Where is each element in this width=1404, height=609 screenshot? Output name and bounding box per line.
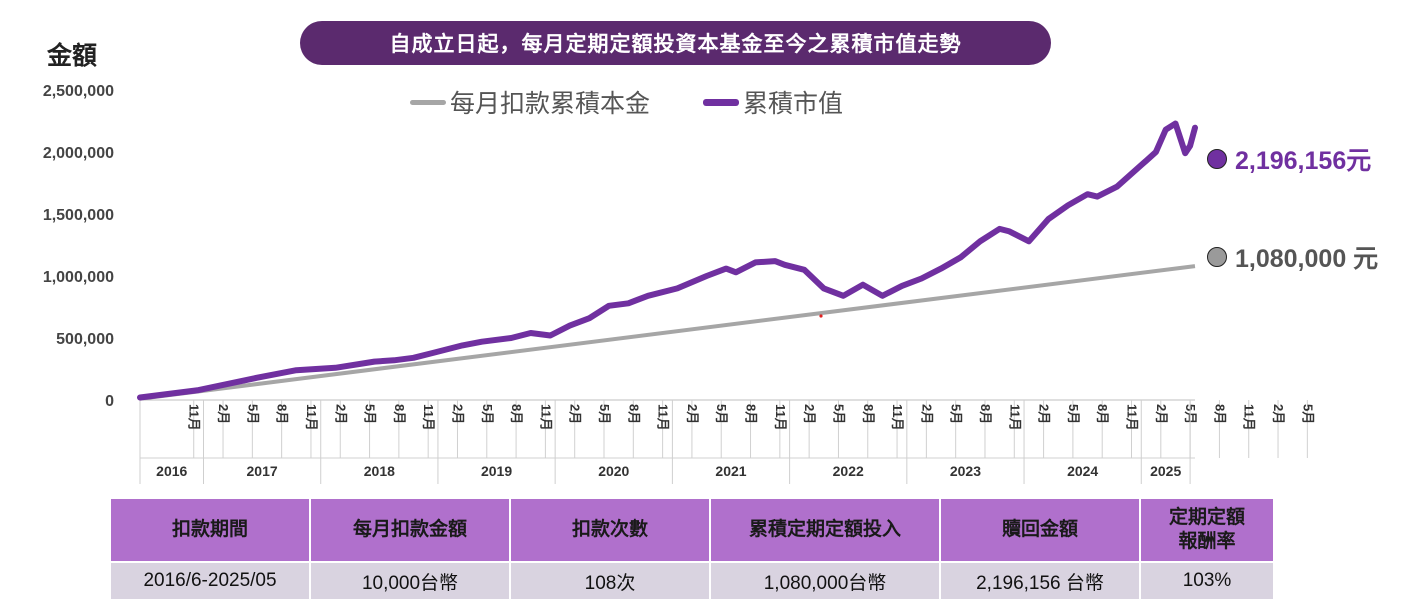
x-month-tick-label: 5月 (714, 404, 729, 424)
header-period: 扣款期間 (109, 497, 311, 563)
x-year-label: 2021 (715, 463, 746, 479)
y-axis-ticks: 0 500,000 1,000,000 1,500,000 2,000,000 2,500… (43, 83, 114, 410)
x-month-tick-label: 11月 (304, 404, 319, 431)
x-month-tick-label: 2月 (919, 404, 934, 424)
x-month-tick-label: 2月 (333, 404, 348, 424)
principal-end-dot-icon (1207, 247, 1227, 267)
market-end-label: 2,196,156元 (1207, 141, 1371, 177)
x-month-tick-label: 5月 (949, 404, 964, 424)
y-tick-label: 500,000 (56, 331, 114, 348)
x-month-tick-label: 5月 (363, 404, 378, 424)
y-tick-label: 1,000,000 (43, 269, 114, 286)
legend-principal-label: 每月扣款累積本金 (450, 90, 651, 118)
x-month-tick-label: 5月 (480, 404, 495, 424)
y-tick-label: 2,500,000 (43, 83, 114, 100)
header-return-rate: 定期定額 報酬率 (1139, 497, 1275, 563)
red-marker-dot (819, 314, 823, 318)
x-month-tick-label: 8月 (744, 404, 759, 424)
x-year-label: 2020 (598, 463, 629, 479)
x-month-tick-label: 5月 (1300, 404, 1315, 424)
x-month-tick-label: 2月 (1037, 404, 1052, 424)
x-month-tick-label: 5月 (1066, 404, 1081, 424)
legend-principal-swatch (410, 99, 446, 105)
principal-end-value: 1,080,000 元 (1235, 245, 1379, 273)
x-year-label: 2023 (950, 463, 981, 479)
x-month-tick-label: 8月 (1212, 404, 1227, 424)
x-month-tick-label: 5月 (245, 404, 260, 424)
cell-period: 2016/6-2025/05 (109, 561, 311, 601)
market-value-series-line (137, 120, 1198, 401)
x-month-tick-label: 8月 (392, 404, 407, 424)
x-month-tick-label: 5月 (597, 404, 612, 424)
cell-monthly-amount: 10,000台幣 (309, 561, 511, 601)
x-year-label: 2017 (247, 463, 278, 479)
legend-market-label: 累積市值 (743, 90, 844, 118)
legend-market: 累積市值 (703, 84, 843, 120)
cell-total-invested: 1,080,000台幣 (709, 561, 941, 601)
x-month-tick-label: 11月 (1242, 404, 1257, 431)
header-count: 扣款次數 (509, 497, 711, 563)
principal-end-label: 1,080,000 元 (1207, 239, 1378, 275)
x-month-tick-label: 2月 (1154, 404, 1169, 424)
y-tick-label: 1,500,000 (43, 207, 114, 224)
legend-market-swatch (703, 98, 739, 106)
x-year-label: 2022 (833, 463, 864, 479)
chart-title: 自成立日起，每月定期定額投資本基金至今之累積市值走勢 (300, 21, 1051, 65)
y-tick-label: 2,000,000 (43, 145, 114, 162)
x-month-tick-label: 2月 (568, 404, 583, 424)
x-month-tick-label: 8月 (275, 404, 290, 424)
market-end-value: 2,196,156元 (1235, 147, 1372, 175)
x-year-label: 2024 (1067, 463, 1098, 479)
x-year-label: 2018 (364, 463, 395, 479)
legend-principal: 每月扣款累積本金 (410, 84, 650, 120)
x-year-label: 2019 (481, 463, 512, 479)
x-year-label: 2025 (1150, 463, 1181, 479)
summary-data-row: 2016/6-2025/05 10,000台幣 108次 1,080,000台幣… (109, 561, 1275, 601)
x-month-tick-label: 11月 (656, 404, 671, 431)
x-month-tick-label: 2月 (802, 404, 817, 424)
x-month-tick-label: 11月 (773, 404, 788, 431)
x-month-tick-label: 8月 (978, 404, 993, 424)
header-monthly-amount: 每月扣款金額 (309, 497, 511, 563)
x-month-tick-label: 11月 (538, 404, 553, 431)
x-month-tick-label: 2月 (450, 404, 465, 424)
summary-table: 扣款期間 每月扣款金額 扣款次數 累積定期定額投入 贖回金額 定期定額 報酬率 … (109, 497, 1275, 601)
x-year-label: 2016 (156, 463, 187, 479)
summary-header-row: 扣款期間 每月扣款金額 扣款次數 累積定期定額投入 贖回金額 定期定額 報酬率 (109, 497, 1275, 563)
x-month-tick-label: 2月 (216, 404, 231, 424)
market-end-dot-icon (1207, 149, 1227, 169)
x-month-tick-label: 8月 (861, 404, 876, 424)
x-month-tick-label: 5月 (831, 404, 846, 424)
principal-series-line (139, 264, 1196, 401)
cell-redemption: 2,196,156 台幣 (939, 561, 1141, 601)
header-total-invested: 累積定期定額投入 (709, 497, 941, 563)
x-month-tick-label: 11月 (1125, 404, 1140, 431)
cell-return-rate: 103% (1139, 561, 1275, 601)
header-redemption: 贖回金額 (939, 497, 1141, 563)
x-month-tick-label: 11月 (1007, 404, 1022, 431)
y-axis-label: 金額 (47, 42, 98, 70)
cell-count: 108次 (509, 561, 711, 601)
x-month-tick-label: 2月 (685, 404, 700, 424)
x-month-tick-label: 8月 (626, 404, 641, 424)
x-month-tick-label: 11月 (890, 404, 905, 431)
y-tick-label: 0 (105, 393, 114, 410)
x-month-tick-label: 11月 (187, 404, 202, 431)
x-month-tick-label: 8月 (509, 404, 524, 424)
x-month-tick-label: 11月 (421, 404, 436, 431)
x-month-tick-label: 2月 (1271, 404, 1286, 424)
x-month-tick-label: 8月 (1095, 404, 1110, 424)
x-axis: 11月 2月 5月 8月 11月 2月 5月 8月 11月 2月 5月 8月 11月 2月 5月 8月 11月 2… (139, 399, 1315, 484)
